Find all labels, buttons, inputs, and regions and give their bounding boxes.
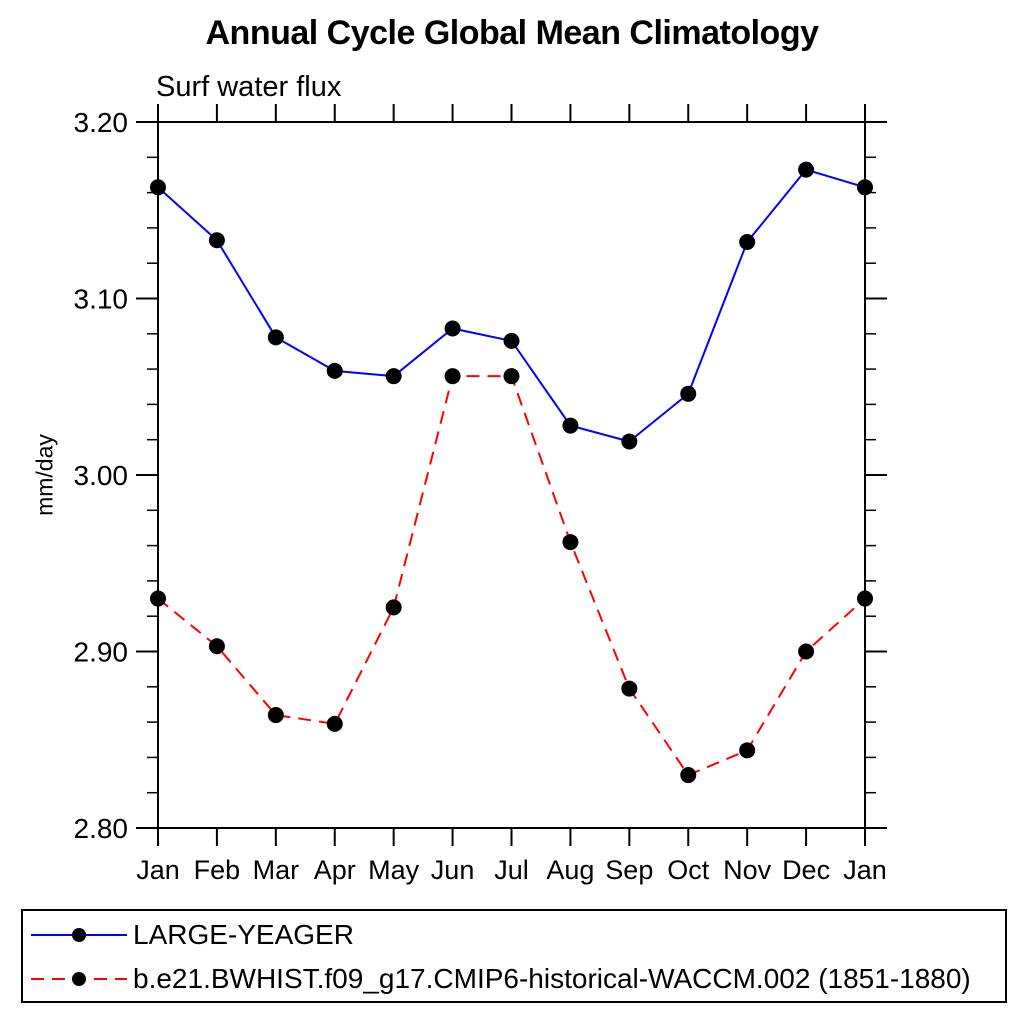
data-point-series-0 (385, 368, 402, 385)
x-tick-label: Jan (136, 855, 180, 885)
data-point-series-0 (562, 417, 579, 434)
y-tick-label: 3.10 (74, 284, 129, 315)
x-tick-label: May (368, 855, 420, 885)
legend-marker-dot (72, 972, 86, 986)
chart-title: Annual Cycle Global Mean Climatology (205, 14, 820, 52)
series-line-0 (157, 168, 866, 443)
data-point-series-0 (503, 332, 520, 349)
legend-box: LARGE-YEAGER b.e21.BWHIST.f09_g17.CMIP6-h… (21, 909, 1007, 1003)
data-point-series-0 (150, 179, 166, 196)
legend-row: b.e21.BWHIST.f09_g17.CMIP6-historical-WA… (27, 958, 1005, 1000)
data-point-series-1 (798, 643, 815, 660)
y-tick-label: 3.20 (74, 107, 129, 138)
data-point-series-1 (621, 680, 638, 697)
x-tick-label: Sep (605, 855, 653, 885)
x-tick-label: Jul (494, 855, 529, 885)
legend-row: LARGE-YEAGER (27, 914, 1005, 956)
x-tick-label: Aug (546, 855, 594, 885)
data-point-series-1 (208, 638, 225, 655)
legend-label: LARGE-YEAGER (133, 919, 354, 950)
y-tick-label: 3.00 (74, 460, 129, 491)
data-point-series-0 (680, 385, 697, 402)
data-point-series-1 (444, 368, 461, 385)
y-tick-label: 2.90 (74, 637, 129, 668)
data-point-series-1 (562, 534, 579, 551)
x-tick-label: Nov (723, 855, 772, 885)
data-point-series-0 (444, 320, 461, 337)
legend-marker-dot (72, 928, 86, 942)
x-tick-label: Dec (782, 855, 830, 885)
series-line-1 (157, 375, 866, 777)
data-point-series-0 (798, 161, 815, 178)
data-point-series-1 (150, 590, 166, 607)
x-tick-label: Jun (431, 855, 475, 885)
data-point-series-0 (857, 179, 873, 196)
data-point-series-1 (267, 707, 284, 724)
legend-line-sample (31, 928, 127, 942)
data-point-series-0 (326, 362, 343, 379)
legend-line-sample (31, 972, 127, 986)
legend-label: b.e21.BWHIST.f09_g17.CMIP6-historical-WA… (133, 963, 971, 994)
y-tick-label: 2.80 (74, 813, 129, 844)
data-point-series-1 (739, 742, 756, 759)
data-point-series-1 (857, 590, 873, 607)
data-point-series-1 (385, 599, 402, 616)
data-point-series-1 (680, 767, 697, 784)
x-tick-label: Feb (194, 855, 241, 885)
x-tick-label: Jan (843, 855, 887, 885)
data-point-series-0 (621, 433, 638, 450)
data-point-series-1 (503, 368, 520, 385)
data-point-series-1 (326, 715, 343, 732)
data-point-series-0 (208, 232, 225, 249)
chart-subtitle: Surf water flux (156, 71, 342, 103)
x-tick-label: Apr (314, 855, 356, 885)
x-tick-label: Mar (253, 855, 300, 885)
data-point-series-0 (267, 329, 284, 346)
data-point-series-0 (739, 234, 756, 251)
x-tick-label: Oct (667, 855, 710, 885)
